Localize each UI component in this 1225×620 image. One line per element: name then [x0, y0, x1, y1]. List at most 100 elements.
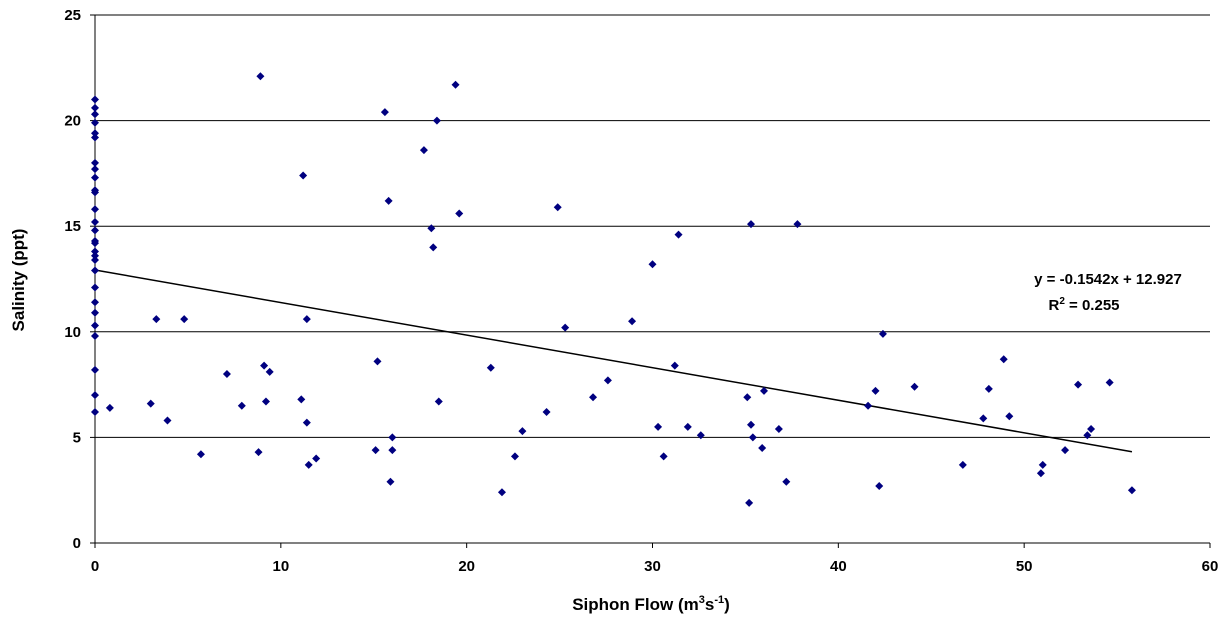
data-point-8: [91, 173, 99, 182]
data-point-87: [793, 220, 802, 229]
data-point-80: [746, 420, 755, 429]
data-point-100: [1061, 446, 1070, 455]
data-point-31: [163, 416, 172, 425]
data-point-65: [542, 408, 551, 417]
data-point-18: [91, 255, 99, 264]
r-squared-sup: 2: [1059, 296, 1065, 307]
data-point-52: [388, 433, 397, 442]
data-point-3: [91, 118, 99, 127]
trendline-equation: y = -0.1542x + 12.927: [1034, 271, 1182, 288]
data-point-25: [91, 365, 99, 374]
data-point-92: [910, 382, 919, 391]
data-point-15: [91, 239, 99, 248]
x-axis-title-part2: s: [705, 595, 714, 614]
data-point-61: [486, 363, 495, 372]
data-point-74: [670, 361, 679, 370]
data-point-64: [518, 427, 527, 436]
x-tick-label-40: 40: [830, 558, 847, 575]
data-point-35: [237, 401, 246, 410]
data-point-36: [254, 448, 263, 457]
data-point-0: [91, 95, 99, 104]
x-axis-title: Siphon Flow (m3s-1): [572, 594, 730, 614]
data-point-105: [1127, 486, 1136, 495]
data-point-56: [429, 243, 438, 252]
x-tick-label-60: 60: [1202, 558, 1219, 575]
y-tick-label-15: 15: [64, 218, 81, 235]
data-point-88: [864, 401, 873, 410]
r-squared-value: = 0.255: [1065, 297, 1120, 314]
data-point-90: [875, 481, 884, 490]
data-point-78: [743, 393, 752, 402]
data-point-49: [380, 108, 389, 117]
data-point-51: [386, 477, 395, 486]
data-point-39: [261, 397, 270, 406]
data-point-70: [628, 317, 637, 326]
data-point-17: [91, 251, 99, 260]
x-tick-label-50: 50: [1016, 558, 1033, 575]
data-point-41: [297, 395, 306, 404]
data-point-28: [105, 403, 114, 412]
data-point-54: [419, 146, 428, 155]
data-point-79: [745, 498, 754, 507]
trendline: [94, 269, 1133, 453]
data-point-89: [871, 386, 880, 395]
data-point-55: [427, 224, 436, 233]
data-point-72: [654, 422, 663, 431]
data-point-2: [91, 110, 99, 119]
trendline-path: [94, 269, 1133, 453]
y-tick-label-0: 0: [73, 535, 81, 552]
data-point-38: [260, 361, 269, 370]
data-point-46: [312, 454, 321, 463]
y-axis-title: Salinity (ppt): [9, 229, 28, 332]
data-point-84: [760, 386, 768, 395]
y-tick-label-25: 25: [64, 7, 81, 24]
y-tick-label-5: 5: [73, 429, 81, 446]
data-point-10: [91, 188, 99, 197]
data-point-93: [958, 460, 967, 469]
gridlines: [95, 14, 1210, 438]
data-point-42: [299, 171, 308, 180]
data-points: [91, 72, 1136, 507]
data-point-43: [302, 315, 311, 324]
data-point-60: [455, 209, 464, 218]
data-point-68: [589, 393, 598, 402]
data-point-58: [434, 397, 443, 406]
data-point-81: [746, 220, 755, 229]
data-point-75: [674, 230, 683, 239]
data-point-66: [553, 203, 562, 212]
data-point-22: [91, 308, 99, 317]
data-point-29: [146, 399, 155, 408]
trendline-r-squared: R2 = 0.255: [1048, 296, 1119, 314]
data-point-103: [1087, 424, 1096, 433]
x-tick-label-0: 0: [91, 558, 99, 575]
y-tick-label-10: 10: [64, 324, 81, 341]
x-axis-title-sup2: -1: [714, 594, 724, 606]
data-point-71: [648, 260, 657, 269]
y-tick-label-20: 20: [64, 113, 81, 130]
x-axis-title-part1: Siphon Flow (m: [572, 595, 699, 614]
data-point-1: [91, 103, 99, 112]
data-point-45: [304, 460, 313, 469]
data-point-34: [222, 370, 231, 379]
data-point-104: [1105, 378, 1114, 387]
data-point-59: [451, 80, 460, 89]
data-point-99: [1038, 460, 1047, 469]
data-point-67: [561, 323, 570, 332]
data-point-20: [91, 283, 99, 292]
data-point-11: [91, 205, 99, 214]
data-point-16: [91, 247, 99, 256]
data-point-21: [91, 298, 99, 307]
data-point-4: [91, 129, 99, 138]
data-point-19: [91, 266, 99, 275]
data-point-23: [91, 321, 99, 330]
data-point-62: [497, 488, 506, 497]
tick-labels: 0 5 10 15 20 25 0 10 20 30 40 50 60: [64, 7, 1218, 575]
data-point-44: [302, 418, 311, 427]
data-point-101: [1074, 380, 1083, 389]
data-point-91: [878, 329, 887, 338]
data-point-76: [683, 422, 692, 431]
data-point-30: [152, 315, 161, 324]
data-point-96: [999, 355, 1008, 364]
